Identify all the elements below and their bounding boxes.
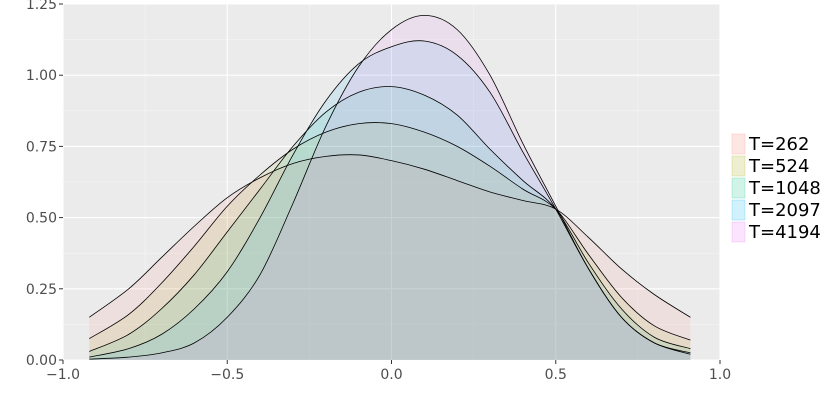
legend-key-0: [731, 133, 746, 155]
density-line-4: [89, 14, 691, 360]
density-line-0: [89, 154, 691, 318]
y-tick-label: 0.25: [26, 282, 57, 298]
density-line-1: [89, 122, 691, 341]
y-tick-label: 1.00: [26, 68, 57, 84]
y-axis: 0.00 0.25 0.50 0.75 1.00 1.25: [26, 0, 63, 369]
density-area-2: [89, 86, 691, 361]
density-line-2: [89, 86, 691, 352]
legend-key-1: [731, 155, 746, 177]
x-tick-label: −0.5: [210, 367, 244, 383]
legend-label-1: T=524: [748, 156, 809, 177]
legend-key-4: [731, 221, 746, 243]
density-area-0: [89, 154, 691, 360]
y-tick-label: 0.00: [26, 353, 57, 369]
density-area-4: [89, 15, 691, 360]
x-tick-label: 1.0: [709, 367, 731, 383]
density-areas: [89, 15, 691, 361]
x-tick-label: 0.0: [380, 367, 402, 383]
legend-label-0: T=262: [748, 134, 809, 155]
y-tick-label: 0.75: [26, 139, 57, 155]
legend-key-2: [731, 177, 746, 199]
density-lines: [89, 14, 691, 360]
y-tick-label: 1.25: [26, 0, 57, 13]
x-axis: −1.0 −0.5 0.0 0.5 1.0: [46, 360, 731, 383]
x-tick-label: −1.0: [46, 367, 80, 383]
density-area-3: [89, 40, 691, 360]
y-tick-label: 0.50: [26, 211, 57, 227]
x-tick-label: 0.5: [545, 367, 567, 383]
density-area-1: [89, 122, 691, 360]
legend-key-3: [731, 199, 746, 221]
legend-label-2: T=1048: [748, 178, 821, 199]
legend-label-3: T=2097: [748, 200, 821, 221]
legend-label-4: T=4194: [748, 222, 821, 243]
